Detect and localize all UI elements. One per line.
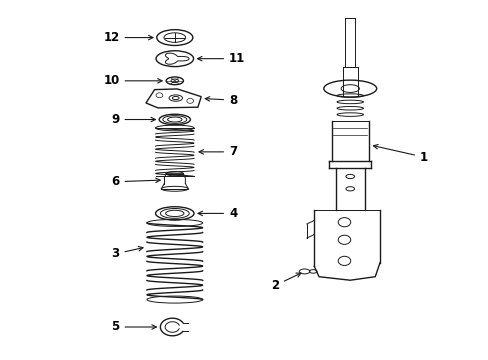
Text: 1: 1	[373, 144, 427, 164]
Text: 8: 8	[205, 94, 237, 107]
Text: 3: 3	[111, 247, 142, 260]
Text: 6: 6	[111, 175, 160, 188]
Text: 2: 2	[270, 273, 300, 292]
Text: 5: 5	[111, 320, 156, 333]
Text: 10: 10	[103, 74, 162, 87]
Text: 9: 9	[111, 113, 155, 126]
Text: 4: 4	[198, 207, 237, 220]
Text: 7: 7	[199, 145, 237, 158]
Text: 11: 11	[197, 52, 245, 65]
Text: 12: 12	[103, 31, 153, 44]
